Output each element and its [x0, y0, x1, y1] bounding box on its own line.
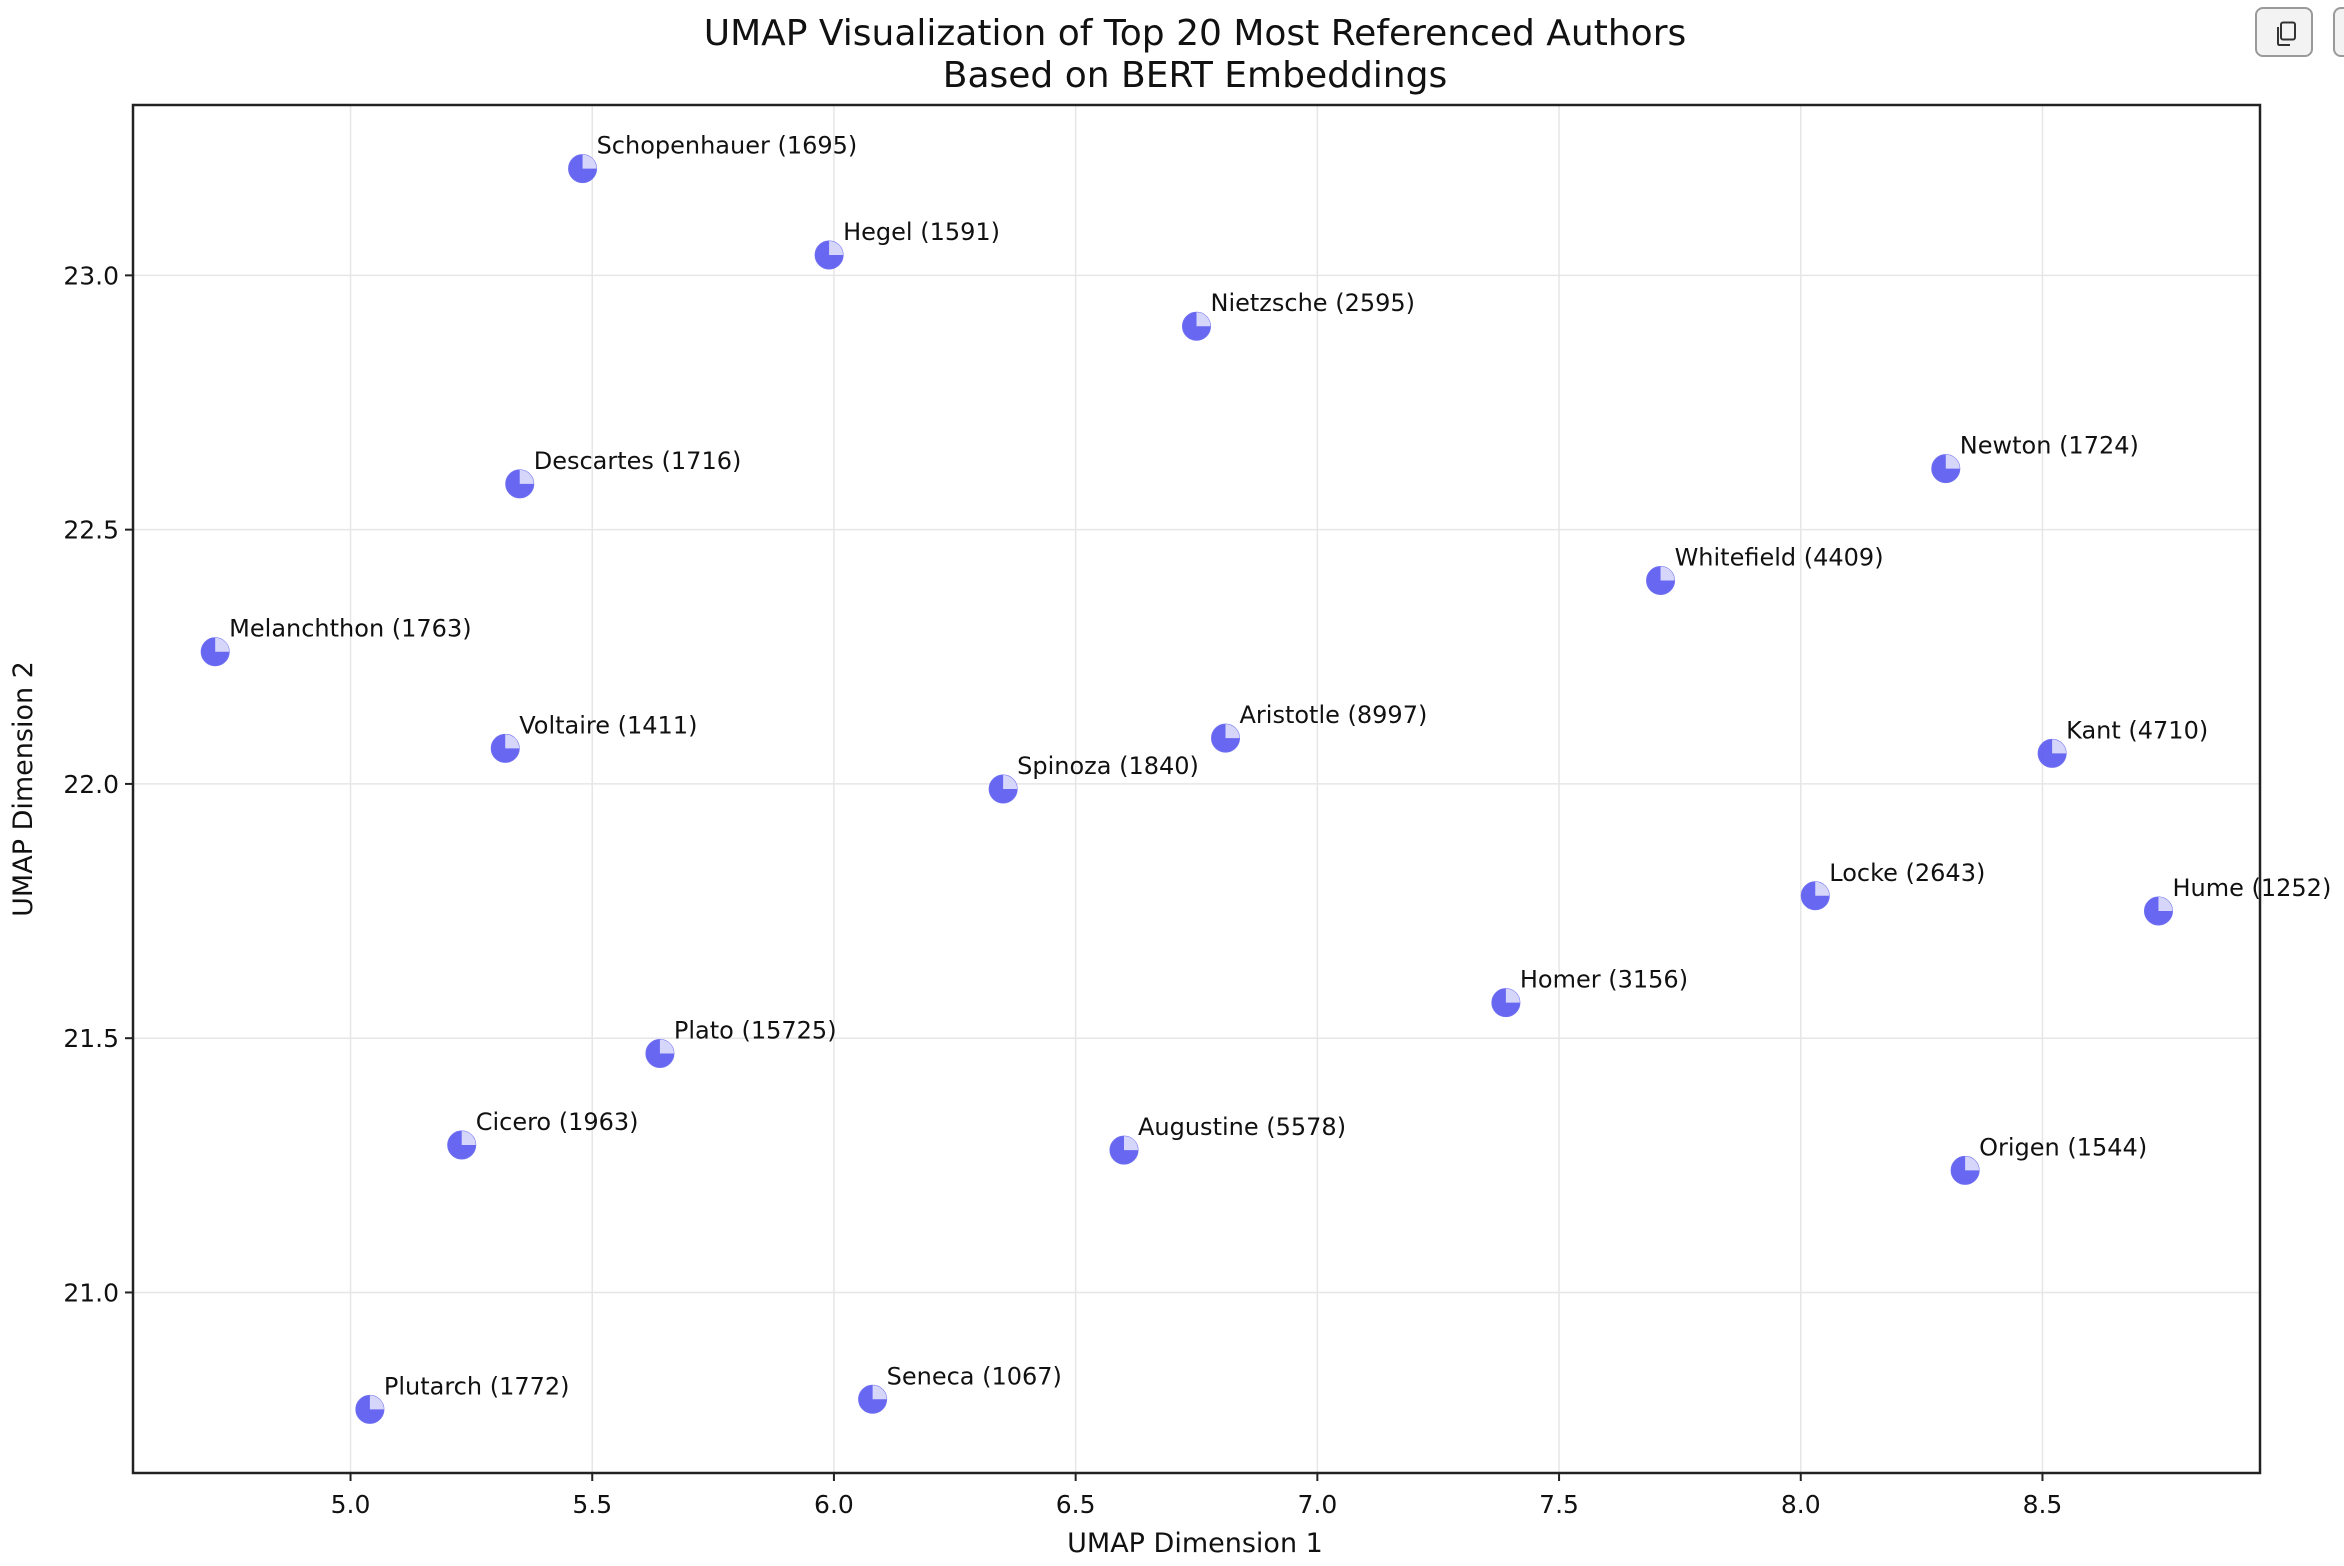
point-highlight — [1123, 1136, 1138, 1151]
point-highlight — [582, 154, 597, 169]
x-tick-label: 7.0 — [1297, 1490, 1337, 1519]
axis-ticks: 5.0 5.5 6.0 6.5 7.0 7.5 8.0 8.5 21.0 21.5 22.0 22.5… — [63, 261, 2062, 1519]
point-highlight — [1945, 454, 1960, 469]
data-point: Origen (1544) — [1950, 1133, 2147, 1185]
data-point: Kant (4710) — [2037, 716, 2208, 768]
x-tick-label: 5.0 — [331, 1490, 371, 1519]
point-label: Locke (2643) — [1829, 859, 1985, 887]
data-point: Spinoza (1840) — [988, 752, 1199, 804]
point-label: Plutarch (1772) — [384, 1372, 570, 1400]
point-highlight — [369, 1395, 384, 1410]
data-point: Locke (2643) — [1800, 859, 1985, 911]
x-tick-label: 8.0 — [1781, 1490, 1821, 1519]
point-label: Plato (15725) — [674, 1016, 837, 1044]
data-point: Voltaire (1411) — [490, 711, 697, 763]
copy-icon — [2277, 21, 2296, 46]
y-tick-label: 23.0 — [63, 261, 119, 290]
data-point: Seneca (1067) — [858, 1362, 1062, 1414]
data-point: Homer (3156) — [1491, 966, 1688, 1018]
point-highlight — [505, 734, 520, 749]
point-label: Spinoza (1840) — [1017, 752, 1199, 780]
data-point: Augustine (5578) — [1109, 1113, 1346, 1165]
point-highlight — [829, 241, 844, 256]
point-label: Newton (1724) — [1960, 432, 2139, 460]
point-highlight — [1003, 775, 1018, 789]
y-tick-label: 21.5 — [63, 1024, 119, 1053]
point-label: Cicero (1963) — [476, 1108, 639, 1136]
data-point: Descartes (1716) — [505, 447, 742, 499]
toolbar-button[interactable] — [2333, 7, 2344, 57]
point-highlight — [1660, 566, 1675, 581]
data-point: Cicero (1963) — [447, 1108, 639, 1160]
data-point: Hume (1252) — [2143, 874, 2331, 926]
data-point: Whitefield (4409) — [1646, 543, 1884, 595]
y-tick-label: 22.5 — [63, 516, 119, 545]
point-label: Melanchthon (1763) — [229, 615, 471, 643]
data-point: Plutarch (1772) — [355, 1372, 570, 1424]
chart-subtitle: Based on BERT Embeddings — [943, 55, 1447, 96]
point-label: Kant (4710) — [2066, 716, 2208, 744]
y-tick-label: 22.0 — [63, 770, 119, 799]
point-highlight — [215, 637, 230, 652]
point-label: Hegel (1591) — [843, 218, 1000, 246]
point-highlight — [1965, 1156, 1980, 1171]
data-point: Schopenhauer (1695) — [568, 132, 858, 184]
data-point: Nietzsche (2595) — [1182, 289, 1416, 341]
x-tick-label: 5.5 — [572, 1490, 612, 1519]
data-point: Melanchthon (1763) — [200, 615, 472, 667]
chart-title: UMAP Visualization of Top 20 Most Refere… — [704, 13, 1687, 54]
copy-button[interactable] — [2255, 7, 2313, 57]
y-tick-label: 21.0 — [63, 1278, 119, 1307]
x-tick-label: 7.5 — [1539, 1490, 1579, 1519]
point-label: Hume (1252) — [2172, 874, 2331, 902]
data-point: Aristotle (8997) — [1211, 701, 1428, 753]
data-point: Hegel (1591) — [814, 218, 1000, 270]
point-label: Nietzsche (2595) — [1211, 289, 1416, 317]
x-axis-label: UMAP Dimension 1 — [1067, 1528, 1323, 1559]
x-tick-label: 8.5 — [2023, 1490, 2063, 1519]
point-label: Whitefield (4409) — [1675, 543, 1884, 571]
plot-frame — [131, 103, 2262, 1475]
point-highlight — [1225, 724, 1240, 739]
point-highlight — [2052, 739, 2067, 754]
x-tick-label: 6.0 — [814, 1490, 854, 1519]
point-label: Augustine (5578) — [1138, 1113, 1346, 1141]
point-label: Homer (3156) — [1520, 966, 1688, 994]
point-highlight — [2158, 897, 2173, 912]
point-highlight — [1815, 881, 1830, 896]
point-label: Voltaire (1411) — [519, 711, 697, 739]
grid-lines — [133, 105, 2260, 1473]
x-tick-label: 6.5 — [1056, 1490, 1096, 1519]
point-highlight — [461, 1130, 476, 1145]
point-highlight — [659, 1039, 674, 1054]
point-label: Seneca (1067) — [887, 1362, 1062, 1390]
point-highlight — [872, 1385, 887, 1400]
point-highlight — [1196, 312, 1211, 327]
point-highlight — [1505, 988, 1520, 1003]
point-label: Origen (1544) — [1979, 1133, 2147, 1161]
data-point: Newton (1724) — [1931, 432, 2139, 484]
data-point: Plato (15725) — [645, 1016, 837, 1068]
point-label: Descartes (1716) — [534, 447, 742, 475]
y-axis-label: UMAP Dimension 2 — [8, 661, 39, 917]
point-label: Schopenhauer (1695) — [597, 132, 858, 160]
point-label: Aristotle (8997) — [1240, 701, 1428, 729]
data-points: Schopenhauer (1695) Hegel (1591) Nietzsche… — [200, 132, 2331, 1424]
point-highlight — [519, 469, 534, 484]
